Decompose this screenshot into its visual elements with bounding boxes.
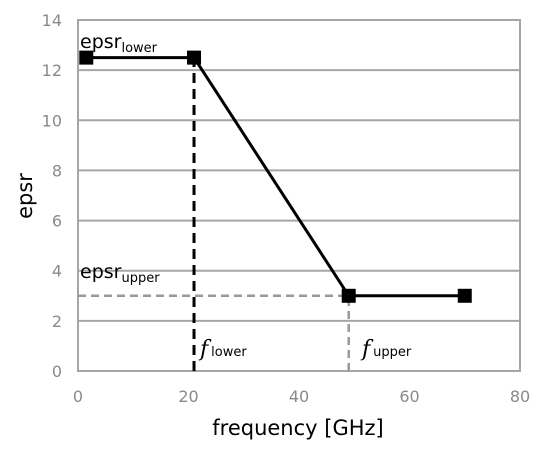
x-tick-label-20: 20 xyxy=(178,387,198,406)
annotation-epsr-upper: epsrupper xyxy=(80,261,160,286)
x-tick-label-60: 60 xyxy=(399,387,419,406)
annotation-epsr-lower-sub: lower xyxy=(121,41,157,56)
y-tick-label-6: 6 xyxy=(52,212,62,231)
series-layer xyxy=(79,50,472,303)
y-tick-label-12: 12 xyxy=(42,61,62,80)
annotation-f-upper: f upper xyxy=(360,337,412,362)
plot-frame xyxy=(77,19,521,372)
data-point-2 xyxy=(341,288,356,303)
data-point-0 xyxy=(79,50,94,65)
annotation-f-lower-sub: lower xyxy=(211,345,247,360)
y-tick-label-10: 10 xyxy=(42,111,62,130)
data-point-1 xyxy=(187,50,202,65)
y-tick-label-8: 8 xyxy=(52,161,62,180)
grid-lines xyxy=(77,19,521,372)
annotation-epsr-upper-sub: upper xyxy=(121,271,160,286)
y-tick-label-2: 2 xyxy=(52,312,62,331)
x-tick-label-40: 40 xyxy=(289,387,309,406)
x-axis-label: frequency [GHz] xyxy=(212,416,383,440)
y-tick-label-0: 0 xyxy=(52,362,62,381)
series-line-0 xyxy=(86,56,465,298)
y-tick-label-14: 14 xyxy=(42,11,62,30)
x-tick-label-0: 0 xyxy=(73,387,83,406)
x-tick-label-80: 80 xyxy=(510,387,530,406)
annotation-f-lower-base: f xyxy=(198,337,212,362)
annotation-f-upper-base: f xyxy=(360,337,374,362)
annotation-epsr-upper-base: epsr xyxy=(80,261,122,283)
tick-labels: 0 20 40 60 80 0 2 4 6 8 10 12 14 xyxy=(42,11,531,406)
y-tick-label-4: 4 xyxy=(52,262,62,281)
annotation-f-lower: f lower xyxy=(198,337,247,362)
annotation-epsr-lower-base: epsr xyxy=(80,31,122,53)
annotation-f-upper-sub: upper xyxy=(373,345,412,360)
annotation-epsr-lower: epsrlower xyxy=(80,31,158,56)
reference-lines xyxy=(78,57,350,371)
data-point-3 xyxy=(457,288,472,303)
y-axis-label: epsr xyxy=(13,173,37,219)
